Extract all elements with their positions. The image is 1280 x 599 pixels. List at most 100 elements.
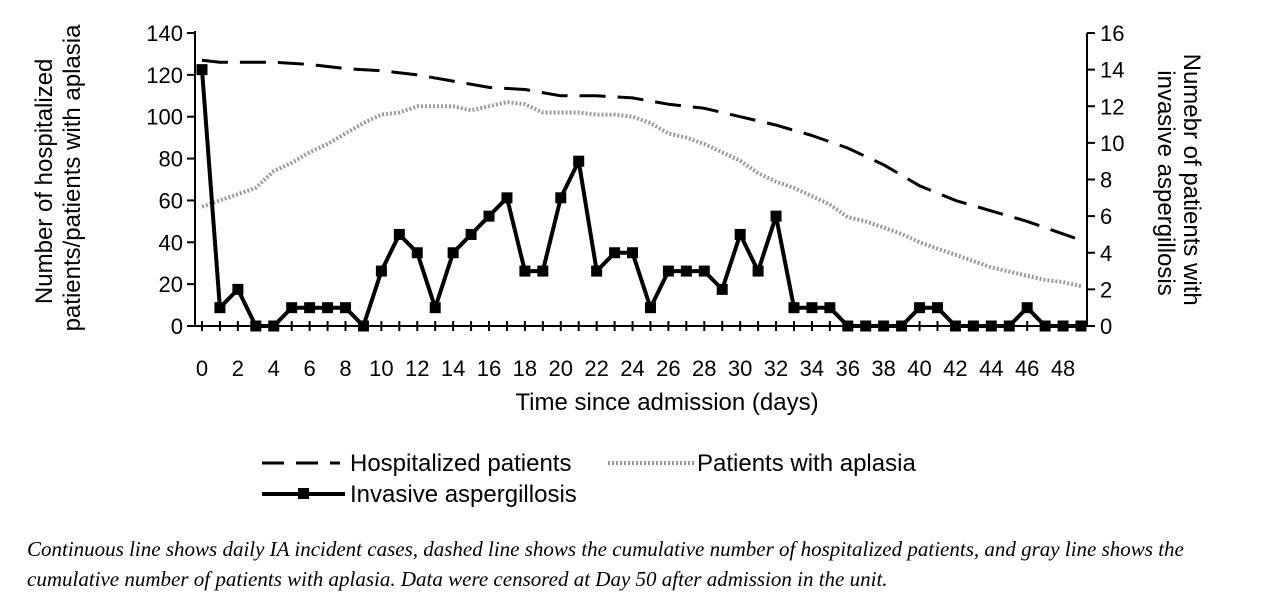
left-y-axis-title: Number of hospitalized patients/patients… [31, 24, 86, 332]
series-layer [196, 58, 1087, 332]
left-tick-label: 60 [159, 188, 183, 213]
x-tick-label: 6 [304, 356, 316, 381]
series-marker-2 [537, 265, 549, 277]
series-marker-2 [250, 320, 262, 332]
right-y-axis: 0 2 4 6 8 10 12 14 16 [1086, 21, 1124, 339]
series-marker-2 [393, 228, 405, 240]
left-y-axis-title-line-1: Number of hospitalized [31, 59, 58, 304]
series-marker-2 [357, 320, 369, 332]
left-tick-label: 80 [159, 147, 183, 172]
series-marker-2 [788, 302, 800, 314]
series-marker-2 [1021, 302, 1033, 314]
series-marker-2 [573, 155, 585, 167]
series-marker-2 [286, 302, 298, 314]
right-tick-label: 8 [1100, 168, 1112, 193]
legend: Hospitalized patients Patients with apla… [262, 450, 916, 508]
series-marker-2 [429, 302, 441, 314]
figure-caption: Continuous line shows daily IA incident … [27, 537, 1184, 591]
series-marker-2 [555, 192, 567, 204]
x-tick-label: 28 [692, 356, 716, 381]
x-tick-label: 22 [584, 356, 608, 381]
x-tick-label: 44 [979, 356, 1003, 381]
series-marker-2 [591, 265, 603, 277]
series-marker-2 [896, 320, 908, 332]
series-marker-2 [465, 228, 477, 240]
right-y-axis-title: Numebr of patients with invasive aspergi… [1152, 54, 1205, 313]
series-marker-2 [375, 265, 387, 277]
series-marker-2 [322, 302, 334, 314]
series-marker-2 [447, 247, 459, 259]
right-tick-label: 0 [1100, 314, 1112, 339]
x-tick-label: 42 [943, 356, 967, 381]
legend-item-hospitalized: Hospitalized patients [262, 450, 571, 477]
legend-label-aspergillosis: Invasive aspergillosis [350, 481, 577, 508]
series-marker-2 [214, 302, 226, 314]
series-marker-2 [1003, 320, 1015, 332]
series-marker-2 [340, 302, 352, 314]
series-marker-2 [680, 265, 692, 277]
left-tick-label: 140 [146, 21, 183, 46]
x-tick-label: 30 [728, 356, 752, 381]
x-tick-label: 0 [196, 356, 208, 381]
series-marker-2 [268, 320, 280, 332]
x-axis-title: Time since admission (days) [515, 389, 818, 416]
series-marker-2 [878, 320, 890, 332]
series-marker-2 [411, 247, 423, 259]
x-tick-label: 18 [513, 356, 537, 381]
series-marker-2 [483, 210, 495, 222]
x-tick-label: 12 [405, 356, 429, 381]
x-tick-label: 32 [764, 356, 788, 381]
series-marker-2 [232, 283, 244, 295]
series-marker-2 [914, 302, 926, 314]
legend-item-aspergillosis: Invasive aspergillosis [262, 481, 577, 508]
left-y-axis-title-line-2: patients/patients with aplasia [59, 24, 86, 332]
x-tick-label: 2 [232, 356, 244, 381]
right-tick-label: 10 [1100, 131, 1124, 156]
series-marker-2 [949, 320, 961, 332]
x-tick-label: 48 [1051, 356, 1075, 381]
series-marker-2 [770, 210, 782, 222]
series-marker-2 [627, 247, 639, 259]
x-tick-label: 20 [549, 356, 573, 381]
left-tick-label: 100 [146, 105, 183, 130]
left-y-axis: 0 20 40 60 80 100 120 140 [146, 21, 196, 339]
x-tick-label: 10 [369, 356, 393, 381]
x-tick-label: 16 [477, 356, 501, 381]
series-marker-2 [985, 320, 997, 332]
legend-marker-aspergillosis [298, 488, 309, 499]
series-line-1 [201, 100, 1082, 289]
series-marker-2 [519, 265, 531, 277]
series-marker-2 [842, 320, 854, 332]
legend-item-aplasia: Patients with aplasia [608, 450, 916, 477]
x-tick-label: 46 [1015, 356, 1039, 381]
series-marker-2 [196, 64, 208, 76]
series-marker-2 [752, 265, 764, 277]
series-marker-2 [806, 302, 818, 314]
series-marker-2 [716, 283, 728, 295]
x-axis: 0 2 4 6 8 10 12 14 16 18 20 22 24 26 28 30 32 34 36 38 40 42 4… [195, 321, 1087, 381]
right-y-axis-title-line-2: invasive aspergillosis [1152, 70, 1179, 295]
series-marker-2 [860, 320, 872, 332]
x-tick-label: 14 [441, 356, 465, 381]
series-marker-2 [609, 247, 621, 259]
right-tick-label: 6 [1100, 204, 1112, 229]
legend-label-hospitalized: Hospitalized patients [350, 450, 571, 477]
left-tick-label: 0 [171, 314, 183, 339]
right-tick-label: 14 [1100, 58, 1124, 83]
series-marker-2 [1075, 320, 1087, 332]
x-tick-label: 34 [800, 356, 824, 381]
left-tick-label: 40 [159, 230, 183, 255]
series-line-0 [201, 58, 1082, 242]
series-marker-2 [501, 192, 513, 204]
series-marker-2 [1039, 320, 1051, 332]
left-tick-label: 20 [159, 272, 183, 297]
series-marker-2 [698, 265, 710, 277]
series-marker-2 [1057, 320, 1069, 332]
series-marker-2 [734, 228, 746, 240]
legend-label-aplasia: Patients with aplasia [697, 450, 916, 477]
right-tick-label: 12 [1100, 94, 1124, 119]
series-marker-2 [662, 265, 674, 277]
series-marker-2 [967, 320, 979, 332]
x-tick-label: 38 [871, 356, 895, 381]
series-marker-2 [644, 302, 656, 314]
